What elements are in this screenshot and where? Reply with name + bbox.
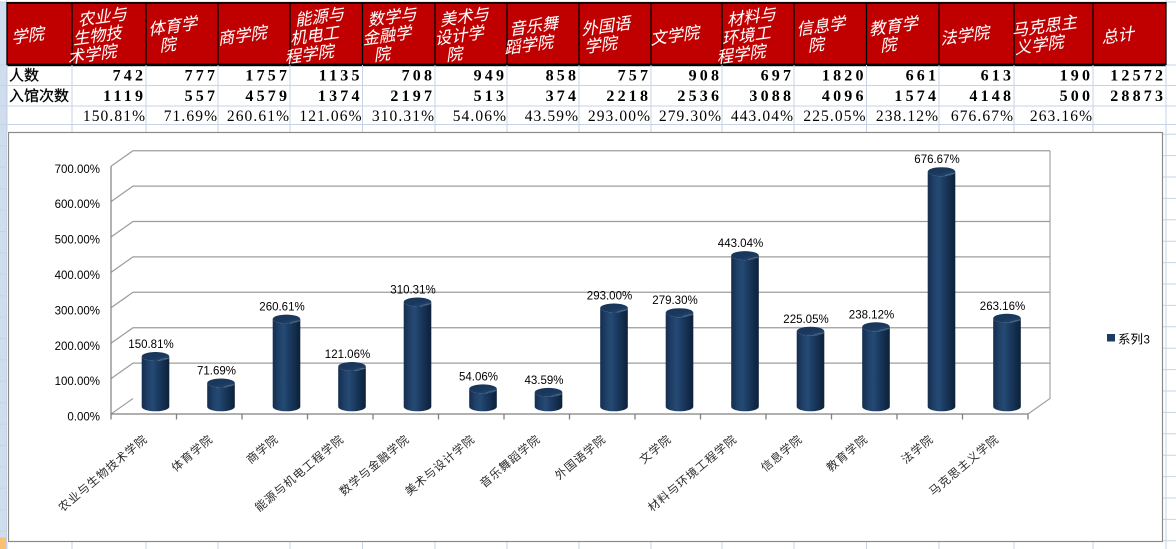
svg-text:2197: 2197 [390,88,435,105]
svg-text:500: 500 [1060,88,1094,105]
svg-text:676.67%: 676.67% [951,108,1014,125]
svg-text:200.00%: 200.00% [55,341,100,353]
svg-text:513: 513 [474,88,508,105]
svg-text:121.06%: 121.06% [325,349,370,361]
svg-text:908: 908 [689,68,723,85]
svg-text:225.05%: 225.05% [783,314,828,326]
svg-text:443.04%: 443.04% [718,238,763,250]
svg-text:443.04%: 443.04% [731,108,794,125]
svg-text:225.05%: 225.05% [803,108,866,125]
svg-text:708: 708 [402,68,436,85]
svg-text:279.30%: 279.30% [652,295,697,307]
svg-text:71.69%: 71.69% [197,366,236,378]
svg-text:1119: 1119 [103,88,146,105]
svg-text:661: 661 [906,68,940,85]
svg-text:858: 858 [546,68,580,85]
svg-text:3088: 3088 [749,88,794,105]
svg-text:1374: 1374 [318,88,363,105]
svg-text:400.00%: 400.00% [55,270,100,282]
svg-text:300.00%: 300.00% [55,305,100,317]
svg-text:757: 757 [618,68,652,85]
svg-text:557: 557 [185,88,219,105]
svg-text:100.00%: 100.00% [55,376,100,388]
svg-text:279.30%: 279.30% [659,108,722,125]
svg-text:742: 742 [113,68,147,85]
svg-text:150.81%: 150.81% [83,108,146,125]
svg-text:2218: 2218 [606,88,651,105]
svg-text:2536: 2536 [677,88,722,105]
svg-text:3: 3 [1144,335,1150,347]
svg-text:1135: 1135 [319,68,363,85]
svg-text:238.12%: 238.12% [876,108,939,125]
svg-text:263.16%: 263.16% [1030,108,1093,125]
svg-text:54.06%: 54.06% [459,371,498,383]
svg-text:700.00%: 700.00% [55,164,100,176]
svg-text:949: 949 [474,68,508,85]
svg-text:697: 697 [761,68,795,85]
svg-text:293.00%: 293.00% [588,108,651,125]
svg-text:600.00%: 600.00% [55,199,100,211]
svg-text:310.31%: 310.31% [390,285,435,297]
svg-text:310.31%: 310.31% [372,108,435,125]
svg-text:0.00%: 0.00% [67,412,100,424]
svg-text:500.00%: 500.00% [55,235,100,247]
svg-text:28873: 28873 [1110,88,1166,105]
svg-text:293.00%: 293.00% [587,291,632,303]
svg-text:43.59%: 43.59% [524,375,563,387]
svg-text:263.16%: 263.16% [980,301,1025,313]
svg-text:777: 777 [185,68,219,85]
svg-text:4096: 4096 [822,88,867,105]
svg-text:150.81%: 150.81% [128,339,173,351]
svg-text:4148: 4148 [969,88,1014,105]
svg-text:190: 190 [1060,68,1094,85]
svg-text:260.61%: 260.61% [259,302,304,314]
svg-text:1820: 1820 [822,68,867,85]
svg-text:613: 613 [981,68,1015,85]
svg-text:121.06%: 121.06% [299,108,362,125]
svg-text:71.69%: 71.69% [164,108,218,125]
svg-text:676.67%: 676.67% [914,154,959,166]
svg-text:260.61%: 260.61% [227,108,290,125]
svg-text:238.12%: 238.12% [849,309,894,321]
svg-text:1574: 1574 [894,88,939,105]
svg-text:43.59%: 43.59% [525,108,579,125]
svg-text:12572: 12572 [1110,68,1166,85]
svg-text:1757: 1757 [245,68,290,85]
svg-text:4579: 4579 [245,88,290,105]
svg-text:374: 374 [546,88,580,105]
svg-text:54.06%: 54.06% [453,108,507,125]
